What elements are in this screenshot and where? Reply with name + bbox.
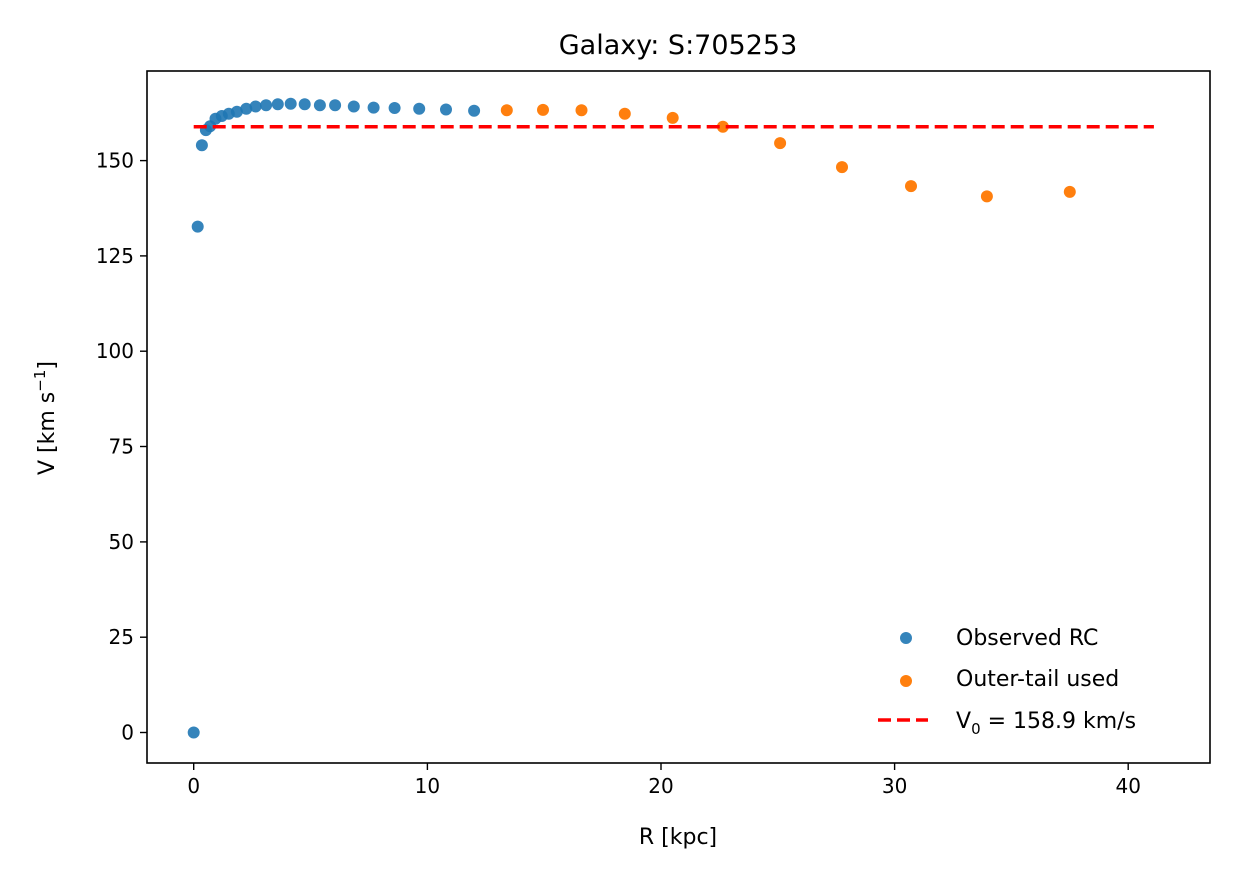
observed-rc-point-15 <box>313 99 326 112</box>
x-tick-label-10: 10 <box>415 774 440 798</box>
y-tick-label-25: 25 <box>109 625 134 649</box>
observed-rc-point-21 <box>440 103 452 116</box>
observed-rc-point-9 <box>240 102 253 115</box>
x-axis-ticks: 0 10 20 30 40 <box>187 763 1141 798</box>
x-tick-label-40: 40 <box>1115 774 1140 798</box>
observed-rc-point-19 <box>388 102 401 114</box>
outer-tail-point-3 <box>618 107 631 120</box>
legend-marker-outer-tail <box>900 675 912 687</box>
chart-title: Galaxy: S:705253 <box>559 30 798 61</box>
observed-rc-point-0 <box>187 726 200 739</box>
x-tick-label-30: 30 <box>882 774 907 798</box>
observed-rc-point-10 <box>249 100 262 113</box>
observed-rc-point-22 <box>468 104 481 117</box>
y-tick-label-100: 100 <box>96 339 134 363</box>
y-tick-label-150: 150 <box>96 149 134 173</box>
x-tick-label-20: 20 <box>648 774 673 798</box>
outer-tail-point-1 <box>537 103 549 116</box>
outer-tail-point-0 <box>500 104 513 117</box>
observed-rc-point-11 <box>260 99 273 112</box>
legend-label-v0-sub: 0 <box>971 720 981 738</box>
y-axis-label-superscript: −1 <box>31 370 49 392</box>
legend: Observed RC Outer-tail used V0 = 158.9 k… <box>878 626 1136 738</box>
observed-rc-point-18 <box>367 101 380 114</box>
y-axis-label: V [km s−1] <box>31 361 60 475</box>
legend-label-v0-rest: = 158.9 km/s <box>981 709 1136 734</box>
y-axis-label-main: V [km s <box>35 392 60 475</box>
observed-rc-point-14 <box>298 98 311 111</box>
outer-tail-point-9 <box>980 190 993 203</box>
x-tick-label-0: 0 <box>187 774 200 798</box>
outer-tail-point-4 <box>666 111 679 124</box>
outer-tail-point-5 <box>716 120 729 133</box>
observed-rc-point-1 <box>191 220 204 233</box>
legend-label-v0-main: V <box>956 709 971 734</box>
y-tick-label-0: 0 <box>121 721 134 745</box>
outer-tail-point-10 <box>1063 185 1076 198</box>
observed-rc-point-20 <box>413 102 426 115</box>
legend-label-v0: V0 = 158.9 km/s <box>956 709 1136 738</box>
x-axis-label: R [kpc] <box>639 825 717 850</box>
observed-rc-point-16 <box>329 99 342 112</box>
y-tick-label-50: 50 <box>109 530 134 554</box>
observed-rc-point-2 <box>195 139 208 152</box>
outer-tail-point-7 <box>836 161 848 174</box>
plot-marks <box>187 97 1154 739</box>
observed-rc-point-17 <box>347 100 360 113</box>
legend-marker-observed-rc <box>900 632 912 644</box>
observed-rc-point-13 <box>284 97 297 110</box>
y-tick-label-125: 125 <box>96 244 134 268</box>
outer-tail-point-6 <box>774 137 787 150</box>
legend-label-observed-rc: Observed RC <box>956 626 1098 651</box>
legend-label-outer-tail: Outer-tail used <box>956 667 1119 692</box>
observed-rc-point-8 <box>230 105 243 118</box>
y-tick-label-75: 75 <box>109 435 134 459</box>
observed-rc-point-12 <box>271 98 284 111</box>
outer-tail-point-2 <box>575 104 588 117</box>
y-axis-ticks: 0 25 50 75 100 125 150 <box>96 149 147 745</box>
outer-tail-point-8 <box>905 180 917 193</box>
plot-frame <box>146 70 1211 764</box>
y-axis-label-close: ] <box>35 361 60 370</box>
